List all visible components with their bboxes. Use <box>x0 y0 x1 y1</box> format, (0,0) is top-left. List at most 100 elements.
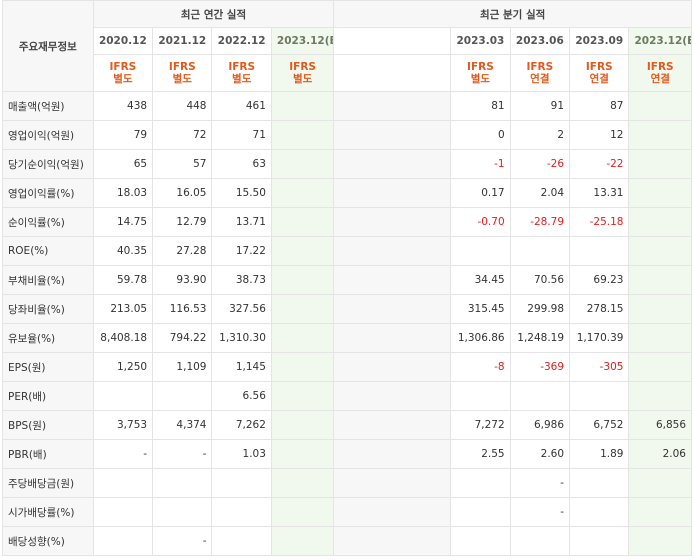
quarter-value-cell <box>569 497 630 527</box>
row-label[interactable]: 유보율(%) <box>2 323 94 353</box>
accounting-standard-label: IFRS <box>526 61 554 73</box>
statement-type-label: 별도 <box>113 73 133 85</box>
gap-cell <box>333 381 452 411</box>
table-row: PER(배) 6.56 <box>2 381 692 411</box>
quarter-value-cell <box>509 526 571 556</box>
annual-value-cell: 438 <box>92 91 154 121</box>
quarter-value-cell <box>628 91 692 121</box>
annual-value-cell: 40.35 <box>92 236 154 266</box>
annual-value-cell: 27.28 <box>152 236 213 266</box>
quarter-value-cell: 6,752 <box>569 410 630 440</box>
annual-value-cell <box>270 149 335 179</box>
quarter-value-cell <box>628 352 692 382</box>
annual-value-cell <box>270 352 335 382</box>
quarterly-results-header: 최근 분기 실적 <box>333 0 692 28</box>
annual-basis-header: IFRS 별도 <box>270 54 335 92</box>
statement-type-label: 별도 <box>172 73 192 85</box>
quarter-period-header[interactable]: 2023.12(E) <box>628 27 692 55</box>
accounting-standard-label: IFRS <box>168 61 196 73</box>
quarter-value-cell: 70.56 <box>509 265 571 295</box>
annual-results-header: 최근 연간 실적 <box>92 0 335 28</box>
row-label[interactable]: ROE(%) <box>2 236 94 266</box>
gap-cell <box>333 294 452 324</box>
annual-value-cell: - <box>152 526 213 556</box>
row-label[interactable]: 영업이익률(%) <box>2 178 94 208</box>
annual-value-cell <box>270 207 335 237</box>
gap-cell <box>333 265 452 295</box>
quarter-value-cell <box>450 381 511 411</box>
annual-value-cell: 15.50 <box>211 178 272 208</box>
quarter-gap-basis <box>333 54 452 92</box>
annual-value-cell: 63 <box>211 149 272 179</box>
accounting-standard-label: IFRS <box>109 61 137 73</box>
quarter-basis-header: IFRS 연결 <box>509 54 571 92</box>
quarter-value-cell: 2 <box>509 120 571 150</box>
row-label[interactable]: 주당배당금(원) <box>2 468 94 498</box>
quarter-value-cell <box>628 178 692 208</box>
annual-value-cell: 1,145 <box>211 352 272 382</box>
quarter-period-header[interactable]: 2023.06 <box>509 27 571 55</box>
table-row: 부채비율(%) 59.78 93.90 38.73 34.45 70.56 69.23 <box>2 265 692 295</box>
annual-value-cell <box>270 294 335 324</box>
row-label[interactable]: 영업이익(억원) <box>2 120 94 150</box>
statement-type-label: 별도 <box>470 73 491 85</box>
annual-value-cell: 1,250 <box>92 352 154 382</box>
annual-value-cell <box>270 91 335 121</box>
quarter-value-cell: -26 <box>509 149 571 179</box>
row-label[interactable]: 배당성향(%) <box>2 526 94 556</box>
annual-value-cell: 13.71 <box>211 207 272 237</box>
annual-period-header[interactable]: 2022.12 <box>211 27 272 55</box>
table-row: 당좌비율(%) 213.05 116.53 327.56 315.45 299.98 278… <box>2 294 692 324</box>
annual-value-cell: 79 <box>92 120 154 150</box>
quarter-value-cell <box>450 236 511 266</box>
annual-period-header[interactable]: 2023.12(E) <box>270 27 335 55</box>
row-label[interactable]: 당기순이익(억원) <box>2 149 94 179</box>
row-label[interactable]: 당좌비율(%) <box>2 294 94 324</box>
row-label[interactable]: EPS(원) <box>2 352 94 382</box>
annual-value-cell: 213.05 <box>92 294 154 324</box>
gap-cell <box>333 323 452 353</box>
row-label[interactable]: 순이익률(%) <box>2 207 94 237</box>
row-label[interactable]: 시가배당률(%) <box>2 497 94 527</box>
quarter-value-cell: 91 <box>509 91 571 121</box>
accounting-standard-label: IFRS <box>585 61 613 73</box>
quarter-value-cell <box>628 265 692 295</box>
annual-value-cell <box>92 497 154 527</box>
quarter-value-cell: 299.98 <box>509 294 571 324</box>
quarter-value-cell: 34.45 <box>450 265 511 295</box>
statement-type-label: 연결 <box>589 73 609 85</box>
table-row: EPS(원) 1,250 1,109 1,145 -8 -369 -305 <box>2 352 692 382</box>
annual-value-cell <box>152 468 213 498</box>
gap-cell <box>333 207 452 237</box>
annual-value-cell <box>92 381 154 411</box>
row-label[interactable]: 매출액(억원) <box>2 91 94 121</box>
annual-value-cell: 38.73 <box>211 265 272 295</box>
quarter-value-cell <box>569 526 630 556</box>
quarter-period-header[interactable]: 2023.09 <box>569 27 630 55</box>
quarter-value-cell <box>450 526 511 556</box>
annual-value-cell <box>270 410 335 440</box>
row-label[interactable]: 부채비율(%) <box>2 265 94 295</box>
row-label[interactable]: PBR(배) <box>2 439 94 469</box>
annual-value-cell <box>211 468 272 498</box>
gap-cell <box>333 352 452 382</box>
annual-period-header[interactable]: 2020.12 <box>92 27 154 55</box>
annual-value-cell: 17.22 <box>211 236 272 266</box>
quarter-basis-header: IFRS 별도 <box>450 54 511 92</box>
annual-value-cell <box>270 381 335 411</box>
quarter-value-cell: 2.55 <box>450 439 511 469</box>
row-label[interactable]: PER(배) <box>2 381 94 411</box>
gap-cell <box>333 526 452 556</box>
annual-period-header[interactable]: 2021.12 <box>152 27 213 55</box>
annual-value-cell <box>270 236 335 266</box>
row-label[interactable]: BPS(원) <box>2 410 94 440</box>
annual-value-cell: 18.03 <box>92 178 154 208</box>
quarter-value-cell: -8 <box>450 352 511 382</box>
quarter-period-header[interactable]: 2023.03 <box>450 27 511 55</box>
quarter-value-cell <box>628 468 692 498</box>
quarter-value-cell: 0 <box>450 120 511 150</box>
statement-type-label: 연결 <box>650 73 670 85</box>
table-row: PBR(배) - -1.03 2.55 2.60 1.89 2.06 <box>2 439 692 469</box>
quarter-value-cell: 87 <box>569 91 630 121</box>
annual-value-cell: 4,374 <box>152 410 213 440</box>
